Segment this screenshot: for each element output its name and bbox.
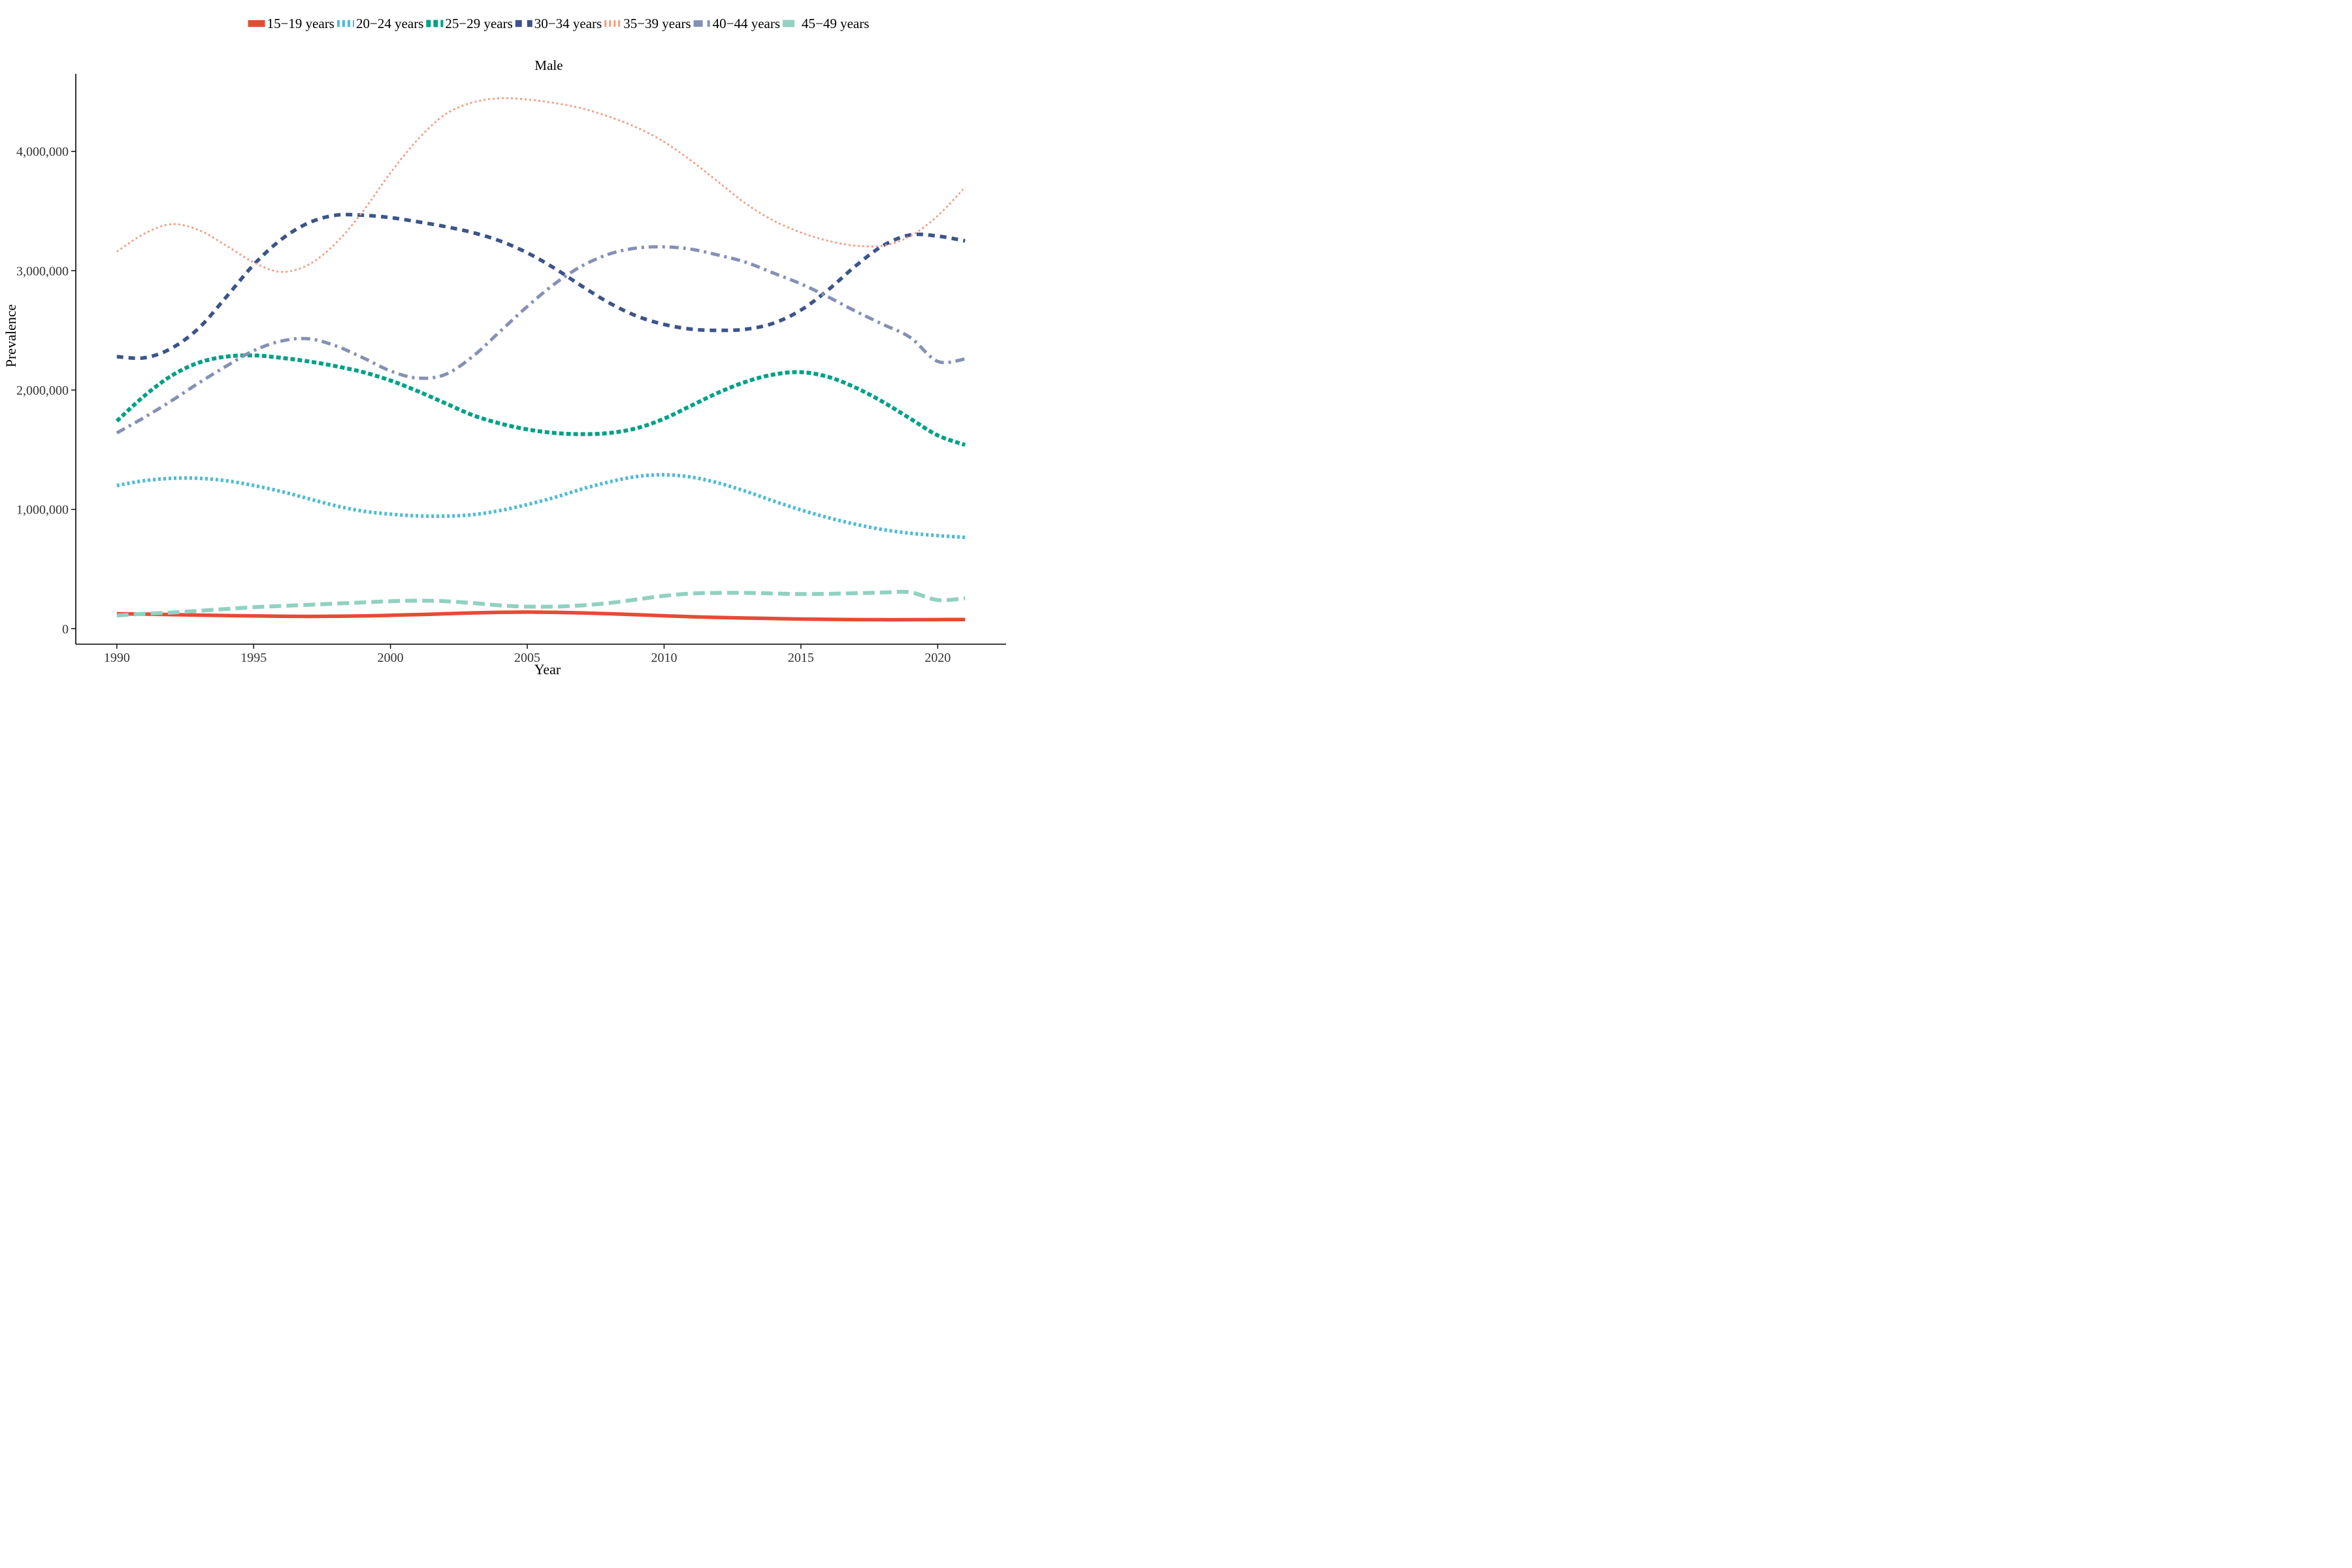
x-tick-label: 2005 bbox=[514, 651, 540, 665]
x-tick-label: 1990 bbox=[104, 651, 130, 665]
x-tick-label: 2015 bbox=[788, 651, 814, 665]
legend: 15−19 years 20−24 years 25−29 years 30−34 y… bbox=[248, 16, 869, 31]
series-line-2 bbox=[116, 472, 966, 540]
legend-label: 30−34 years bbox=[534, 16, 602, 31]
y-tick-label: 4,000,000 bbox=[16, 145, 69, 159]
legend-label: 15−19 years bbox=[267, 16, 335, 31]
y-axis-title: Prevalence bbox=[3, 304, 19, 368]
legend-label: 45−49 years bbox=[802, 16, 869, 31]
panel-title: Male bbox=[534, 57, 563, 73]
x-tick-label: 2020 bbox=[924, 651, 951, 665]
series-line-7 bbox=[116, 589, 966, 618]
series-line-5 bbox=[116, 97, 966, 273]
x-tick-label: 1995 bbox=[240, 651, 267, 665]
series-line-6 bbox=[116, 245, 966, 434]
legend-item-3: 25−29 years bbox=[426, 16, 513, 31]
x-tick-label: 2010 bbox=[651, 651, 677, 665]
y-tick-label: 2,000,000 bbox=[16, 384, 69, 398]
x-axis-title: Year bbox=[534, 661, 561, 678]
legend-item-6: 40−44 years bbox=[693, 16, 780, 31]
legend-item-7: 45−49 years bbox=[783, 16, 869, 31]
x-tick-label: 2000 bbox=[378, 651, 404, 665]
legend-item-5: 35−39 years bbox=[604, 16, 691, 31]
legend-label: 40−44 years bbox=[713, 16, 780, 31]
prevalence-line-chart: 15−19 years 20−24 years 25−29 years 30−34 y… bbox=[3, 16, 1006, 678]
series-line-4 bbox=[116, 212, 966, 361]
legend-item-2: 20−24 years bbox=[336, 16, 423, 31]
legend-item-1: 15−19 years bbox=[248, 16, 335, 31]
y-tick-label: 3,000,000 bbox=[16, 264, 69, 278]
y-tick-label: 0 bbox=[62, 622, 69, 636]
series-line-3 bbox=[115, 353, 966, 447]
y-axis-ticks: 0 1,000,000 2,000,000 3,000,000 4,000,000 bbox=[16, 145, 76, 636]
series-line-1 bbox=[116, 610, 966, 622]
y-tick-label: 1,000,000 bbox=[16, 503, 69, 517]
legend-label: 20−24 years bbox=[356, 16, 423, 31]
series-layer bbox=[115, 97, 966, 622]
legend-label: 25−29 years bbox=[445, 16, 512, 31]
legend-label: 35−39 years bbox=[623, 16, 691, 31]
legend-item-4: 30−34 years bbox=[515, 16, 602, 31]
x-axis-ticks: 1990 1995 2000 2005 2010 2015 2020 bbox=[104, 644, 951, 665]
